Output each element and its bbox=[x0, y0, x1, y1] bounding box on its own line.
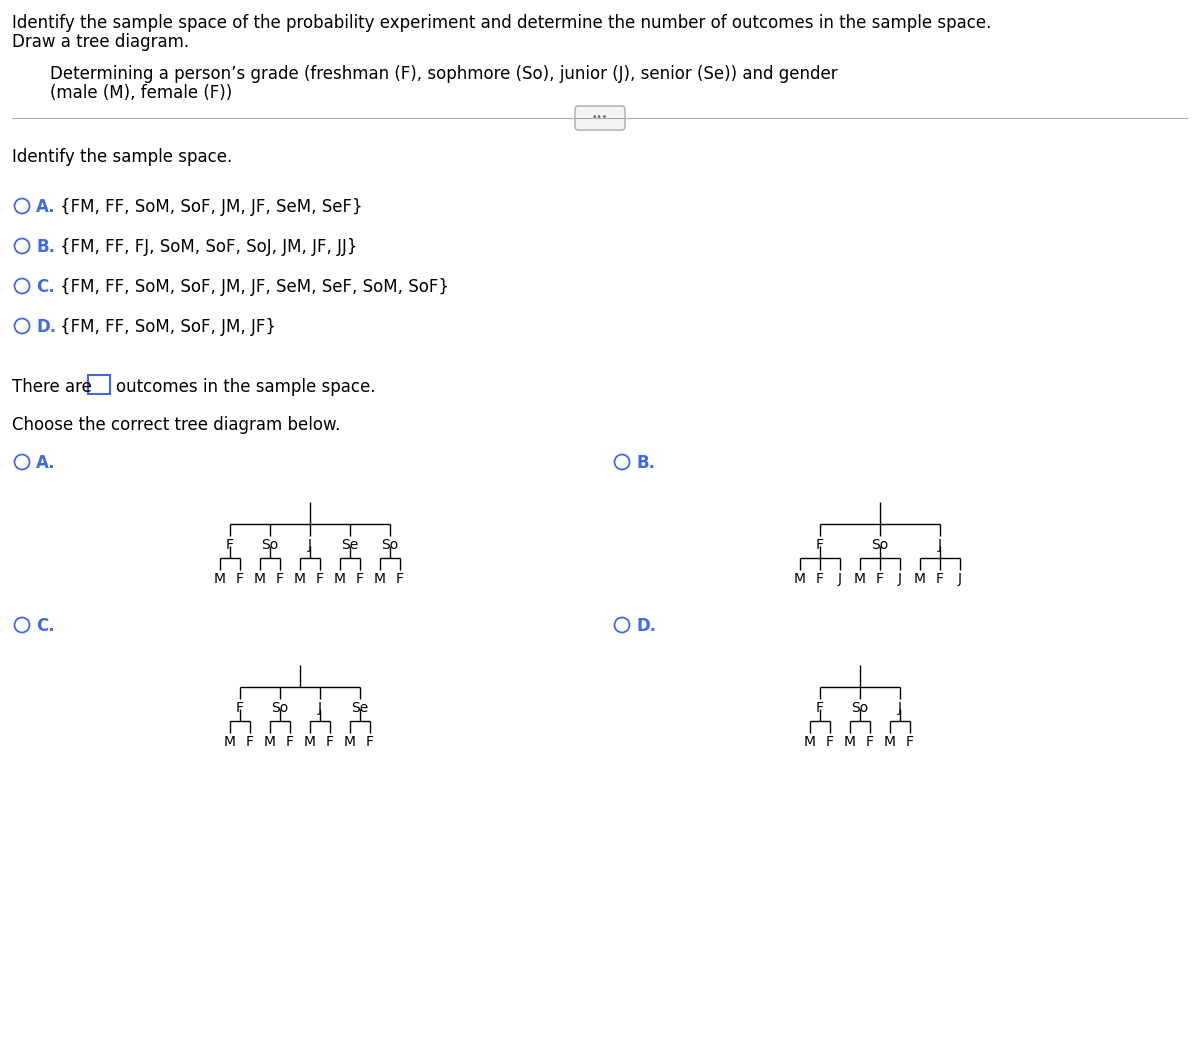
Text: J: J bbox=[838, 572, 842, 587]
Text: outcomes in the sample space.: outcomes in the sample space. bbox=[116, 378, 376, 396]
Text: M: M bbox=[224, 735, 236, 749]
Text: M: M bbox=[794, 572, 806, 587]
Text: M: M bbox=[844, 735, 856, 749]
Text: So: So bbox=[382, 538, 398, 552]
Text: F: F bbox=[396, 572, 404, 587]
Text: F: F bbox=[326, 735, 334, 749]
Text: Choose the correct tree diagram below.: Choose the correct tree diagram below. bbox=[12, 416, 341, 434]
Text: F: F bbox=[866, 735, 874, 749]
Text: M: M bbox=[334, 572, 346, 587]
Text: J: J bbox=[898, 572, 902, 587]
Text: {FM, FF, SoM, SoF, JM, JF}: {FM, FF, SoM, SoF, JM, JF} bbox=[60, 318, 276, 336]
Text: F: F bbox=[226, 538, 234, 552]
FancyBboxPatch shape bbox=[88, 375, 110, 394]
Text: Determining a person’s grade (freshman (F), sophmore (So), junior (J), senior (S: Determining a person’s grade (freshman (… bbox=[50, 65, 838, 83]
Text: D.: D. bbox=[36, 318, 56, 336]
Text: D.: D. bbox=[636, 617, 656, 635]
Text: Se: Se bbox=[352, 701, 368, 715]
Text: F: F bbox=[936, 572, 944, 587]
Text: C.: C. bbox=[36, 617, 55, 635]
Text: M: M bbox=[854, 572, 866, 587]
FancyBboxPatch shape bbox=[575, 106, 625, 130]
Text: Draw a tree diagram.: Draw a tree diagram. bbox=[12, 33, 190, 51]
Text: J: J bbox=[318, 701, 322, 715]
Text: F: F bbox=[246, 735, 254, 749]
Text: There are: There are bbox=[12, 378, 92, 396]
Text: M: M bbox=[884, 735, 896, 749]
Text: M: M bbox=[264, 735, 276, 749]
Text: J: J bbox=[958, 572, 962, 587]
Text: (male (M), female (F)): (male (M), female (F)) bbox=[50, 84, 233, 102]
Text: M: M bbox=[374, 572, 386, 587]
Text: Identify the sample space of the probability experiment and determine the number: Identify the sample space of the probabi… bbox=[12, 14, 991, 32]
Text: M: M bbox=[254, 572, 266, 587]
Text: So: So bbox=[871, 538, 889, 552]
Text: Identify the sample space.: Identify the sample space. bbox=[12, 148, 233, 166]
Text: F: F bbox=[876, 572, 884, 587]
Text: M: M bbox=[304, 735, 316, 749]
Text: Se: Se bbox=[341, 538, 359, 552]
Text: M: M bbox=[294, 572, 306, 587]
Text: F: F bbox=[356, 572, 364, 587]
Text: So: So bbox=[271, 701, 289, 715]
Text: So: So bbox=[262, 538, 278, 552]
Text: {FM, FF, SoM, SoF, JM, JF, SeM, SeF, SoM, SoF}: {FM, FF, SoM, SoF, JM, JF, SeM, SeF, SoM… bbox=[60, 278, 449, 296]
Text: M: M bbox=[214, 572, 226, 587]
Text: F: F bbox=[816, 701, 824, 715]
Text: {FM, FF, SoM, SoF, JM, JF, SeM, SeF}: {FM, FF, SoM, SoF, JM, JF, SeM, SeF} bbox=[60, 198, 362, 216]
Text: F: F bbox=[286, 735, 294, 749]
Text: F: F bbox=[366, 735, 374, 749]
Text: C.: C. bbox=[36, 278, 55, 296]
Text: A.: A. bbox=[36, 454, 55, 472]
Text: F: F bbox=[906, 735, 914, 749]
Text: M: M bbox=[344, 735, 356, 749]
Text: A.: A. bbox=[36, 198, 55, 216]
Text: F: F bbox=[236, 572, 244, 587]
Text: J: J bbox=[898, 701, 902, 715]
Text: F: F bbox=[236, 701, 244, 715]
Text: F: F bbox=[816, 572, 824, 587]
Text: F: F bbox=[816, 538, 824, 552]
Text: J: J bbox=[938, 538, 942, 552]
Text: B.: B. bbox=[636, 454, 655, 472]
Text: F: F bbox=[826, 735, 834, 749]
Text: F: F bbox=[276, 572, 284, 587]
Text: M: M bbox=[914, 572, 926, 587]
Text: {FM, FF, FJ, SoM, SoF, SoJ, JM, JF, JJ}: {FM, FF, FJ, SoM, SoF, SoJ, JM, JF, JJ} bbox=[60, 238, 358, 256]
Text: B.: B. bbox=[36, 238, 55, 256]
Text: F: F bbox=[316, 572, 324, 587]
Text: •••: ••• bbox=[592, 114, 608, 122]
Text: So: So bbox=[851, 701, 869, 715]
Text: M: M bbox=[804, 735, 816, 749]
Text: J: J bbox=[308, 538, 312, 552]
